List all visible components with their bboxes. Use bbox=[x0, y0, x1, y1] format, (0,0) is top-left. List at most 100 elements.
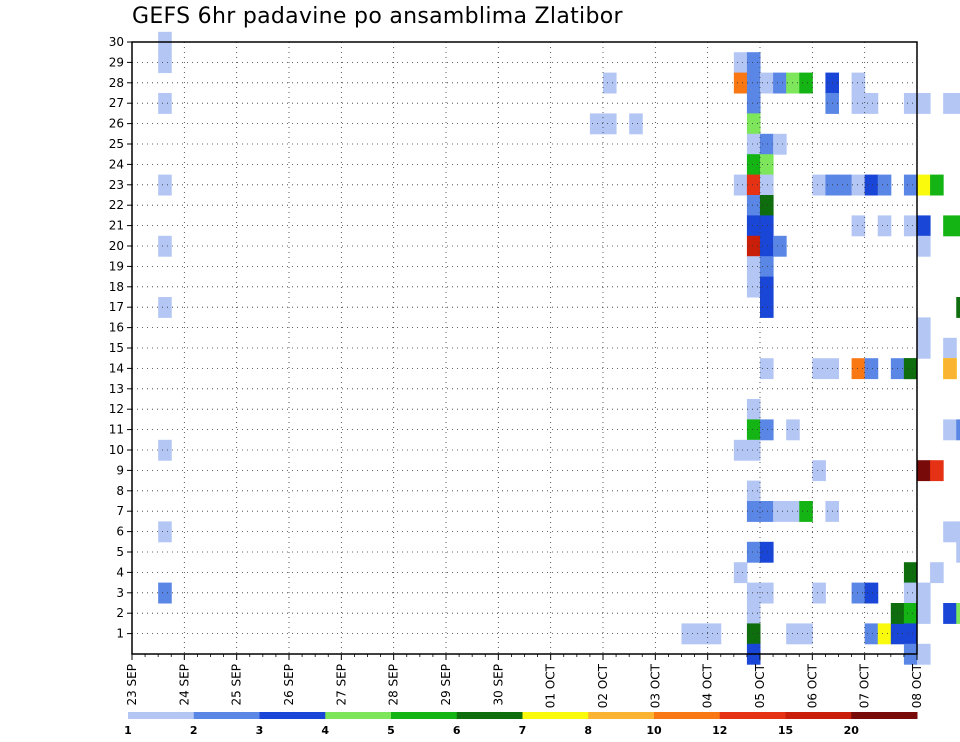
y-tick-label: 29 bbox=[109, 55, 124, 69]
data-cell bbox=[799, 623, 813, 645]
data-cell bbox=[943, 358, 957, 380]
data-cell bbox=[956, 603, 960, 624]
y-tick-label: 10 bbox=[109, 443, 124, 457]
y-tick-label: 20 bbox=[109, 239, 124, 253]
data-cell bbox=[733, 72, 748, 94]
data-cell bbox=[956, 297, 960, 318]
x-tick-label: 02 OCT bbox=[596, 663, 610, 708]
data-cell bbox=[746, 174, 761, 196]
data-cell bbox=[746, 541, 761, 563]
data-cell bbox=[760, 297, 774, 318]
y-tick-label: 24 bbox=[109, 157, 124, 171]
data-cell bbox=[943, 215, 957, 237]
x-tick-label: 29 SEP bbox=[439, 664, 453, 706]
data-cell bbox=[773, 72, 787, 94]
data-cell bbox=[707, 623, 722, 645]
data-cell bbox=[903, 93, 918, 114]
data-cell bbox=[917, 93, 931, 114]
x-tick-label: 04 OCT bbox=[701, 663, 715, 708]
data-cell bbox=[943, 93, 957, 114]
data-cell bbox=[851, 215, 866, 237]
data-cell bbox=[930, 174, 944, 196]
y-tick-label: 23 bbox=[109, 178, 124, 192]
colorbar-label: 15 bbox=[778, 724, 793, 737]
data-cell bbox=[877, 174, 892, 196]
y-tick-label: 6 bbox=[116, 525, 124, 539]
data-cell bbox=[629, 113, 643, 135]
data-cell bbox=[746, 256, 761, 278]
data-cell bbox=[733, 52, 748, 74]
y-tick-label: 4 bbox=[116, 565, 124, 579]
data-cell bbox=[746, 399, 761, 420]
data-cell bbox=[746, 603, 761, 624]
y-tick-label: 15 bbox=[109, 341, 124, 355]
y-tick-label: 5 bbox=[116, 545, 124, 559]
data-cell bbox=[956, 93, 960, 114]
data-cell bbox=[864, 582, 879, 604]
data-cell bbox=[158, 582, 172, 604]
data-cell bbox=[838, 174, 853, 196]
colorbar-segment bbox=[259, 712, 326, 719]
colorbar-segment bbox=[851, 712, 918, 719]
colorbar-segment bbox=[128, 712, 195, 719]
y-tick-label: 30 bbox=[109, 35, 124, 49]
colorbar-label: 1 bbox=[124, 724, 132, 737]
data-cell bbox=[903, 623, 918, 645]
data-cell bbox=[917, 582, 931, 604]
data-cell bbox=[746, 419, 761, 441]
data-cell bbox=[760, 215, 774, 237]
y-tick-label: 13 bbox=[109, 382, 124, 396]
data-cell bbox=[773, 133, 787, 155]
data-cell bbox=[930, 460, 944, 482]
y-tick-label: 12 bbox=[109, 402, 124, 416]
y-tick-label: 9 bbox=[116, 463, 124, 477]
data-cell bbox=[864, 623, 879, 645]
data-cell bbox=[746, 501, 761, 522]
data-cell bbox=[851, 174, 866, 196]
data-cell bbox=[158, 521, 172, 543]
colorbar-label: 7 bbox=[519, 724, 527, 737]
data-cell bbox=[917, 174, 931, 196]
data-cell bbox=[746, 52, 761, 74]
data-cell bbox=[917, 235, 931, 257]
data-cell bbox=[760, 541, 774, 563]
data-cell bbox=[760, 154, 774, 176]
colorbar-segment bbox=[654, 712, 721, 719]
data-cell bbox=[864, 358, 879, 380]
data-cell bbox=[917, 337, 931, 359]
data-cell bbox=[877, 215, 892, 237]
data-cell bbox=[746, 133, 761, 155]
colorbar-label: 5 bbox=[387, 724, 395, 737]
data-cell bbox=[799, 72, 813, 94]
data-cell bbox=[851, 93, 866, 114]
data-cell bbox=[773, 501, 787, 522]
data-cell bbox=[603, 113, 617, 135]
y-tick-label: 22 bbox=[109, 198, 124, 212]
x-tick-label: 07 OCT bbox=[858, 663, 872, 708]
data-cell bbox=[903, 582, 918, 604]
data-cell bbox=[760, 582, 774, 604]
data-cell bbox=[956, 521, 960, 543]
colorbar-segment bbox=[785, 712, 852, 719]
data-cell bbox=[746, 623, 761, 645]
data-cell bbox=[746, 154, 761, 176]
colorbar-segment bbox=[456, 712, 523, 719]
data-cell bbox=[943, 337, 957, 359]
plot-frame bbox=[131, 41, 918, 655]
data-cell bbox=[864, 174, 879, 196]
data-cell bbox=[746, 72, 761, 94]
data-cell bbox=[746, 439, 761, 461]
data-cell bbox=[903, 603, 918, 624]
y-tick-label: 16 bbox=[109, 321, 124, 335]
data-cell bbox=[956, 215, 960, 237]
colorbar-label: 2 bbox=[190, 724, 198, 737]
y-tick-label: 8 bbox=[116, 484, 124, 498]
data-cell bbox=[746, 113, 761, 135]
data-cell bbox=[746, 276, 761, 298]
data-cell bbox=[917, 317, 931, 339]
y-tick-label: 3 bbox=[116, 586, 124, 600]
data-cell bbox=[746, 93, 761, 114]
colorbar-segment bbox=[522, 712, 589, 719]
data-cell bbox=[851, 72, 866, 94]
